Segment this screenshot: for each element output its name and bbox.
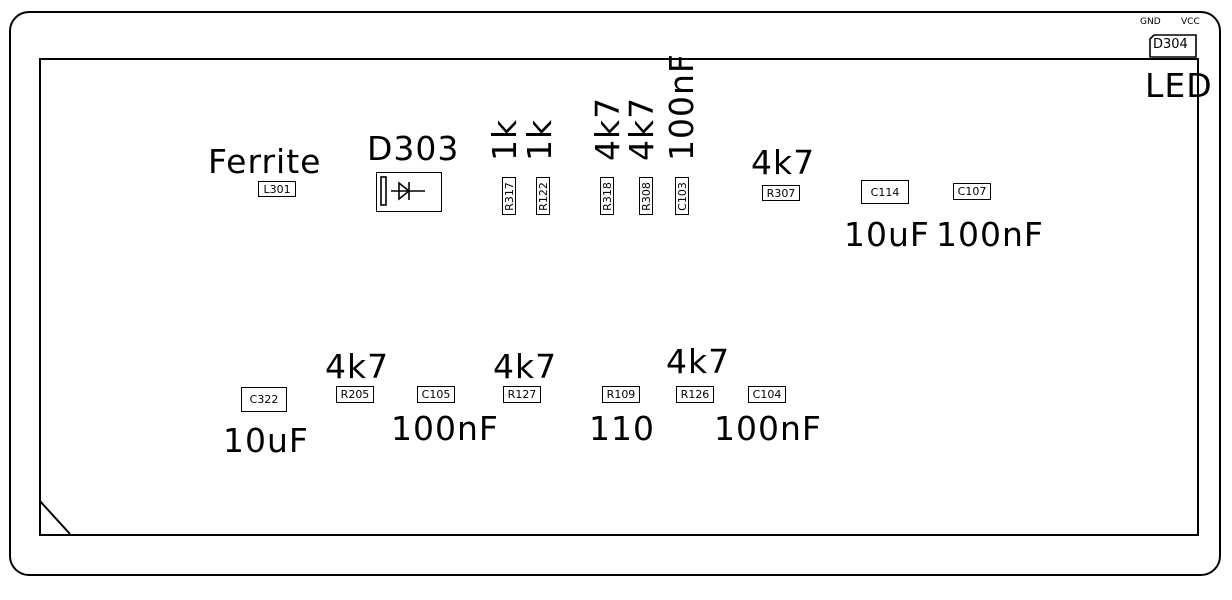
- ref-c114: C114: [870, 185, 900, 199]
- ref-r307: R307: [766, 186, 796, 200]
- value-l301: Ferrite: [208, 142, 322, 181]
- value-r122: 1k: [520, 118, 559, 161]
- ref-d304: D304: [1153, 37, 1188, 52]
- component-r317[interactable]: R317: [502, 177, 516, 215]
- value-c103: 100nF: [662, 53, 701, 161]
- ref-r127: R127: [507, 388, 537, 401]
- component-r307[interactable]: R307: [762, 185, 800, 201]
- value-r317: 1k: [485, 118, 524, 161]
- diode-icon: [380, 176, 425, 206]
- component-r308[interactable]: R308: [639, 177, 653, 215]
- ref-r317: R317: [502, 181, 516, 211]
- ref-l301: L301: [263, 182, 291, 196]
- value-d303: D303: [367, 129, 460, 168]
- value-d304: LED: [1145, 66, 1213, 105]
- ref-r109: R109: [606, 388, 636, 401]
- component-r122[interactable]: R122: [536, 177, 550, 215]
- board-inner-outline: [39, 58, 1199, 536]
- ref-r205: R205: [340, 388, 370, 401]
- component-d303[interactable]: [376, 172, 442, 212]
- board-outline: [9, 11, 1221, 576]
- ref-c105: C105: [421, 388, 451, 401]
- value-c105: 100nF: [391, 409, 499, 448]
- component-r205[interactable]: R205: [336, 386, 374, 403]
- value-r127: 4k7: [493, 347, 558, 386]
- ref-r308: R308: [639, 181, 653, 211]
- pin-gnd-label: GND: [1140, 17, 1161, 27]
- component-r126[interactable]: R126: [676, 386, 714, 403]
- component-r109[interactable]: R109: [602, 386, 640, 403]
- pin-vcc-label: VCC: [1181, 17, 1200, 27]
- component-c103[interactable]: C103: [675, 177, 689, 215]
- value-c114: 10uF: [844, 215, 930, 254]
- value-r308: 4k7: [622, 96, 661, 161]
- ref-c103: C103: [675, 181, 689, 211]
- corner-marker: [39, 500, 71, 535]
- component-c104[interactable]: C104: [748, 386, 786, 403]
- led-footprint-outline[interactable]: [1148, 33, 1198, 59]
- ref-c104: C104: [752, 388, 782, 401]
- ref-r318: R318: [600, 181, 614, 211]
- value-c104: 100nF: [714, 409, 822, 448]
- value-c322: 10uF: [223, 421, 309, 460]
- value-r205: 4k7: [325, 347, 390, 386]
- component-r318[interactable]: R318: [600, 177, 614, 215]
- ref-c322: C322: [249, 393, 279, 406]
- component-c322[interactable]: C322: [241, 387, 287, 412]
- component-l301[interactable]: L301: [258, 181, 296, 197]
- ref-c107: C107: [957, 185, 987, 198]
- component-c107[interactable]: C107: [953, 183, 991, 200]
- component-c114[interactable]: C114: [861, 180, 909, 204]
- value-r109: 110: [589, 409, 655, 448]
- component-r127[interactable]: R127: [503, 386, 541, 403]
- value-c107: 100nF: [936, 215, 1044, 254]
- ref-r126: R126: [680, 388, 710, 401]
- ref-r122: R122: [536, 181, 550, 211]
- value-r307: 4k7: [751, 143, 816, 182]
- component-c105[interactable]: C105: [417, 386, 455, 403]
- value-r126: 4k7: [666, 342, 731, 381]
- value-r318: 4k7: [588, 96, 627, 161]
